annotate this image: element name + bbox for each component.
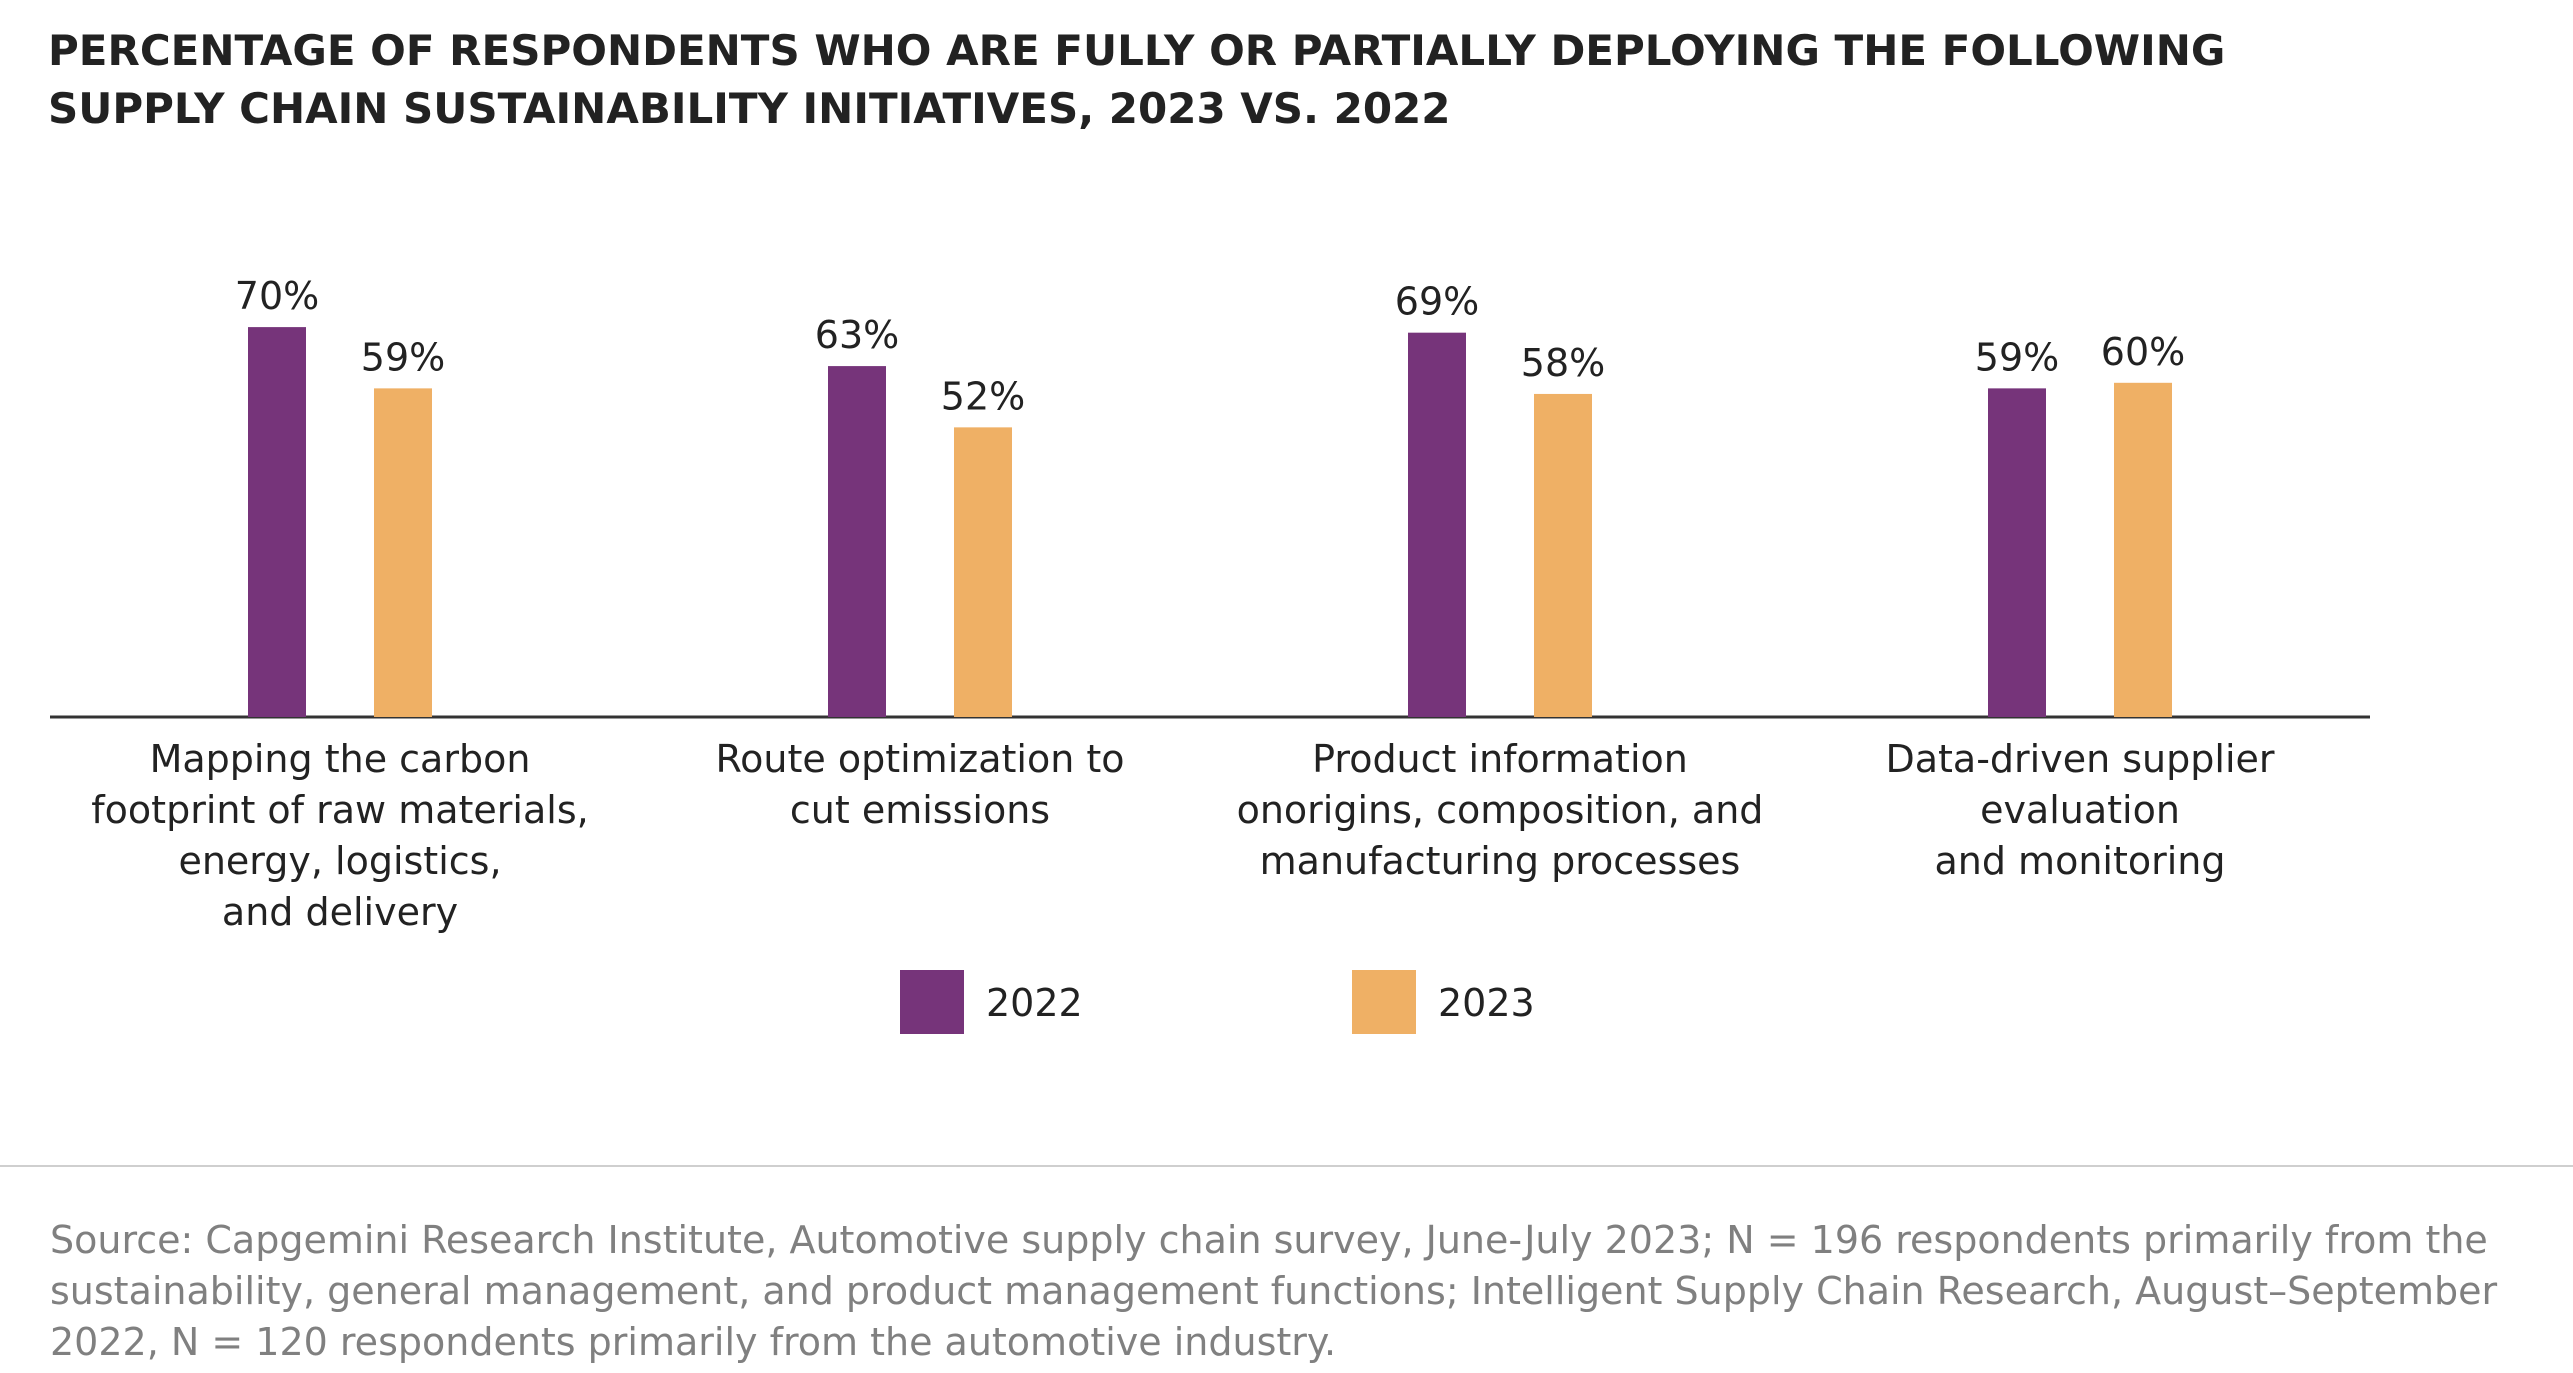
category-label-2: Route optimization to cut emissions [715,737,1124,832]
category-label-4-line-2: evaluation [1980,788,2180,832]
bar-2023-1 [374,388,432,717]
chart-title-line-2: SUPPLY CHAIN SUSTAINABILITY INITIATIVES,… [48,84,1451,133]
category-label-3: Product information onorigins, compositio… [1237,737,1764,883]
legend-swatch-2023 [1352,970,1416,1034]
category-label-1-line-4: and delivery [222,890,458,934]
value-label-2023-1: 59% [361,335,445,379]
value-label-2022-4: 59% [1975,335,2059,379]
bar-2022-3 [1408,332,1466,717]
legend-swatch-2022 [900,970,964,1034]
bar-2022-4 [1988,388,2046,717]
source-line-1: Source: Capgemini Research Institute, Au… [50,1218,2488,1262]
bar-2022-1 [248,327,306,717]
source-line-2: sustainability, general management, and … [50,1269,2498,1313]
category-label-3-line-3: manufacturing processes [1260,839,1741,883]
category-label-3-line-1: Product information [1312,737,1688,781]
value-label-2022-2: 63% [815,313,899,357]
footer-divider [0,1165,2573,1167]
category-label-1-line-3: energy, logistics, [178,839,501,883]
source-line-3: 2022, N = 120 respondents primarily from… [50,1320,1337,1364]
chart-title: PERCENTAGE OF RESPONDENTS WHO ARE FULLY … [48,22,2448,138]
bar-2023-4 [2114,382,2172,717]
legend-label-2023: 2023 [1438,981,1535,1025]
value-label-2023-3: 58% [1521,341,1605,385]
legend-label-2022: 2022 [986,981,1083,1025]
category-label-1-line-1: Mapping the carbon [150,737,531,781]
chart-title-line-1: PERCENTAGE OF RESPONDENTS WHO ARE FULLY … [48,26,2226,75]
category-label-2-line-2: cut emissions [790,788,1050,832]
category-label-1-line-2: footprint of raw materials, [91,788,588,832]
bar-2023-3 [1534,393,1592,717]
value-label-2022-1: 70% [235,274,319,318]
bar-chart: 70% 63% 69% 59% 59% 52% 58% 60% Mapping the carb… [50,274,2370,1034]
value-label-2023-2: 52% [941,374,1025,418]
bar-2022-2 [828,366,886,717]
category-label-2-line-1: Route optimization to [715,737,1124,781]
category-label-3-line-2: onorigins, composition, and [1237,788,1764,832]
value-label-2022-3: 69% [1395,280,1479,324]
category-label-1: Mapping the carbon footprint of raw mater… [91,737,588,934]
bar-2023-2 [954,427,1012,717]
category-label-4-line-1: Data-driven supplier [1885,737,2274,781]
value-label-2023-4: 60% [2101,330,2185,374]
category-label-4: Data-driven supplier evaluation and monito… [1885,737,2274,883]
source-note: Source: Capgemini Research Institute, Au… [50,1215,2530,1368]
category-label-4-line-3: and monitoring [1934,839,2225,883]
